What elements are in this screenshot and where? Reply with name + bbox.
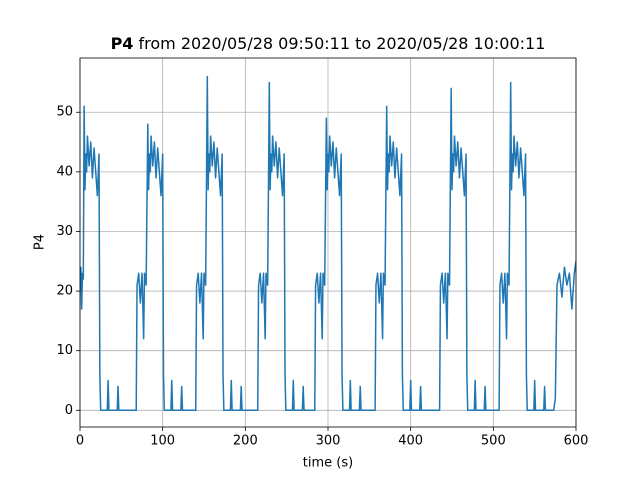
y-tick-label: 30 bbox=[56, 224, 73, 239]
data-line bbox=[80, 75, 576, 412]
title-rest: from 2020/05/28 09:50:11 to 2020/05/28 1… bbox=[139, 34, 546, 53]
y-axis-label: P4 bbox=[33, 234, 48, 250]
y-tick-label: 40 bbox=[56, 164, 73, 179]
x-tick-label: 0 bbox=[76, 434, 84, 449]
y-tick-label: 50 bbox=[56, 105, 73, 120]
x-axis-label: time (s) bbox=[303, 456, 353, 471]
plot-frame bbox=[79, 57, 577, 428]
x-tick-label: 600 bbox=[564, 434, 589, 449]
y-tick-label: 20 bbox=[56, 284, 73, 299]
x-tick-label: 200 bbox=[233, 434, 258, 449]
y-tick-label: 10 bbox=[56, 343, 73, 358]
title-bold: P4 bbox=[111, 34, 134, 53]
y-tick-label: 0 bbox=[65, 403, 73, 418]
x-tick-label: 400 bbox=[398, 434, 423, 449]
chart-title: P4 from 2020/05/28 09:50:11 to 2020/05/2… bbox=[111, 34, 546, 53]
x-tick-label: 300 bbox=[316, 434, 341, 449]
x-tick-label: 100 bbox=[150, 434, 175, 449]
x-tick-label: 500 bbox=[481, 434, 506, 449]
